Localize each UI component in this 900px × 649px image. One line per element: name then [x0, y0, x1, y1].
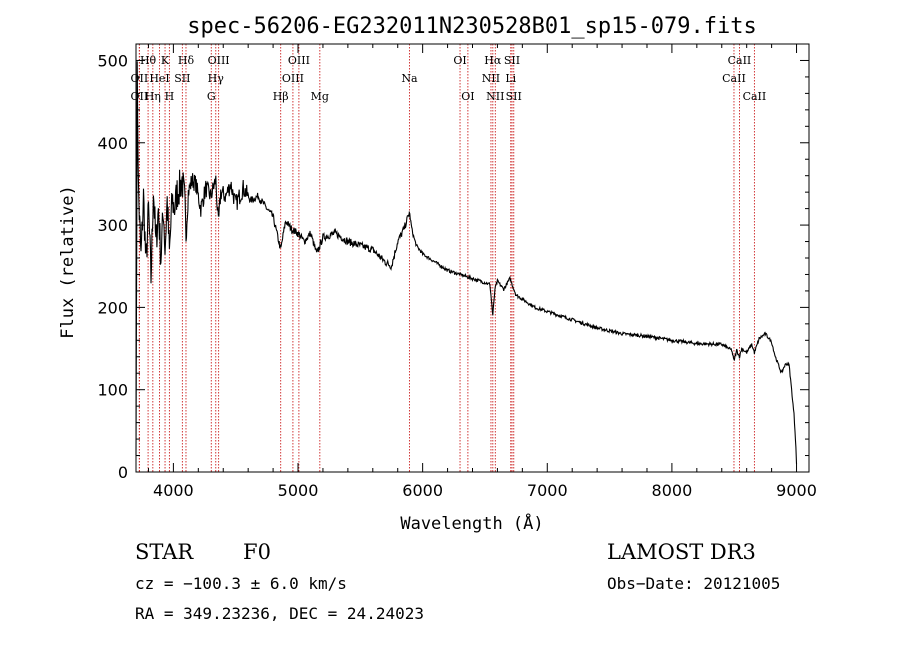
x-axis-label: Wavelength (Å)	[400, 512, 543, 534]
line-marker-label-18: OI	[461, 90, 474, 103]
y-tick-label-3: 300	[97, 216, 128, 235]
y-tick-label-2: 200	[97, 298, 128, 317]
x-axis: 4000 5000 6000 7000 8000 9000	[147, 44, 817, 500]
line-marker-label-12: Hβ	[273, 90, 289, 103]
line-marker-label-19: NII	[482, 72, 500, 85]
chart-title: spec-56206-EG232011N230528B01_sp15-079.f…	[187, 14, 757, 39]
y-tick-label-1: 100	[97, 381, 128, 400]
y-axis-label: Flux (relative)	[58, 185, 78, 339]
redshift-cz: cz = −100.3 ± 6.0 km/s	[135, 574, 347, 593]
x-tick-label-2: 6000	[402, 481, 443, 500]
spectrum-line	[135, 61, 798, 464]
survey-name: LAMOST DR3	[607, 540, 756, 564]
x-tick-label-0: 4000	[153, 481, 194, 500]
x-tick-label-1: 5000	[278, 481, 319, 500]
line-marker-label-20: Hα	[484, 54, 502, 67]
line-marker-label-1: OII	[131, 90, 149, 103]
line-marker-label-24: SII	[506, 90, 522, 103]
line-marker-label-7: SII	[174, 72, 190, 85]
line-marker-label-11: OIII	[208, 54, 230, 67]
emission-line-labels: OII OII Hθ Hη HeI K H SII Hδ G Hγ OIII Hβ OIII OIII Mg N…	[131, 54, 767, 103]
line-marker-label-23: SII	[504, 54, 520, 67]
line-marker-label-2: Hθ	[140, 54, 157, 67]
line-marker-label-4: HeI	[149, 72, 169, 85]
line-marker-label-0: OII	[131, 72, 149, 85]
line-marker-label-14: OIII	[288, 54, 310, 67]
line-marker-label-26: CaII	[728, 54, 752, 67]
plot-frame	[135, 43, 810, 473]
y-tick-label-0: 0	[118, 463, 128, 482]
line-marker-label-8: Hδ	[178, 54, 195, 67]
line-marker-label-17: OI	[453, 54, 466, 67]
emission-line-markers	[138, 44, 755, 472]
x-tick-label-5: 9000	[776, 481, 817, 500]
y-tick-label-5: 500	[97, 51, 128, 70]
line-marker-label-27: CaII	[743, 90, 767, 103]
line-marker-label-16: Na	[401, 72, 418, 85]
y-tick-label-4: 400	[97, 134, 128, 153]
line-marker-label-21: NII	[486, 90, 504, 103]
line-marker-label-5: K	[161, 54, 170, 67]
x-tick-label-3: 7000	[527, 481, 568, 500]
coordinates: RA = 349.23236, DEC = 24.24023	[135, 604, 424, 623]
y-axis: 0 100 200 300 400 500	[97, 51, 809, 482]
line-marker-label-15: Mg	[311, 90, 329, 103]
line-marker-label-10: Hγ	[208, 72, 225, 85]
line-marker-label-6: H	[165, 90, 175, 103]
line-marker-label-13: OIII	[282, 72, 304, 85]
object-class: STAR	[135, 540, 194, 564]
line-marker-label-9: G	[207, 90, 216, 103]
object-subclass: F0	[243, 540, 271, 564]
observation-date: Obs−Date: 20121005	[607, 574, 781, 593]
x-tick-label-4: 8000	[652, 481, 693, 500]
line-marker-label-22: Li	[505, 72, 516, 85]
line-marker-label-25: CaII	[722, 72, 746, 85]
line-marker-label-3: Hη	[145, 90, 161, 103]
